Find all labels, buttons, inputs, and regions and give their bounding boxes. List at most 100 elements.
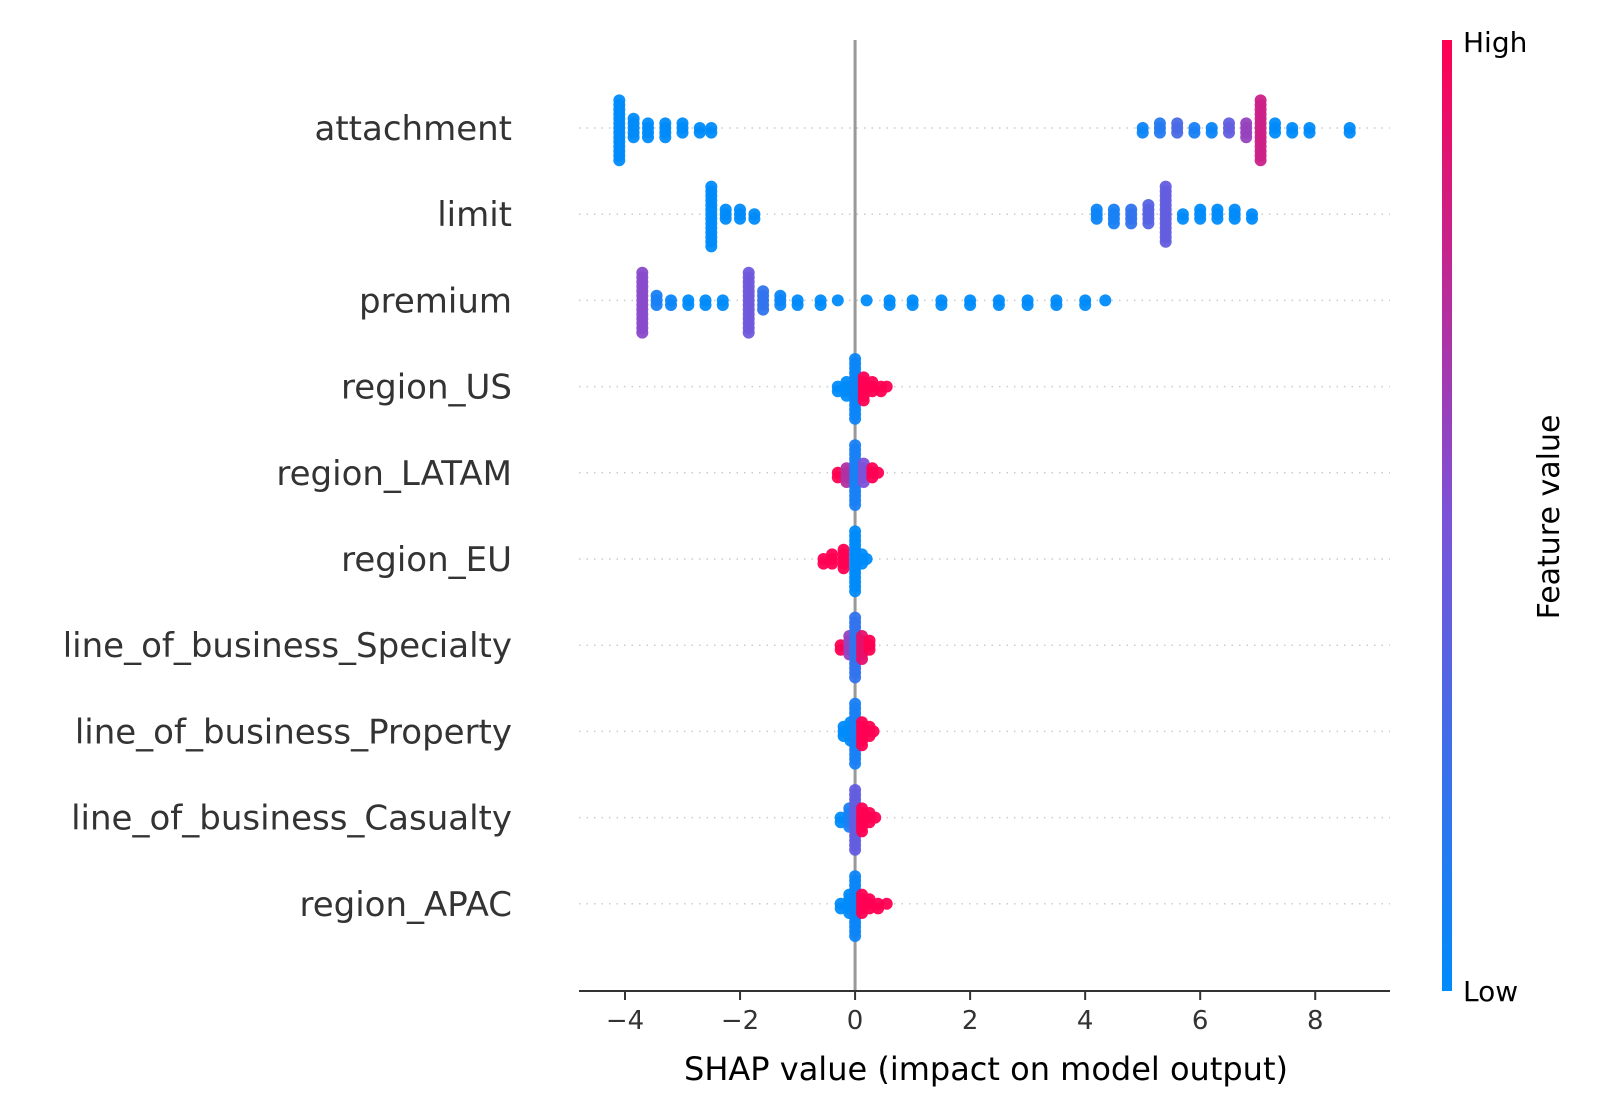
- shap-point: [860, 294, 873, 307]
- feature-label: limit: [437, 195, 512, 235]
- shap-point: [1269, 117, 1281, 130]
- shap-point: [774, 289, 787, 302]
- shap-point: [1159, 235, 1172, 248]
- shap-point: [856, 825, 868, 838]
- shap-point: [1159, 180, 1172, 193]
- shap-point: [748, 212, 761, 225]
- shap-point: [1142, 199, 1155, 211]
- shap-point: [863, 643, 876, 656]
- x-tick-label: −4: [606, 1006, 644, 1036]
- shap-point: [837, 562, 850, 575]
- shap-point: [1194, 212, 1207, 225]
- shap-point: [880, 380, 893, 393]
- shap-point: [867, 725, 880, 738]
- shap-point: [705, 126, 718, 139]
- shap-point: [1090, 212, 1103, 225]
- shap-point: [1194, 203, 1207, 216]
- shap-point: [849, 525, 862, 538]
- shap-point: [719, 212, 732, 225]
- shap-point: [849, 412, 862, 425]
- shap-point: [1021, 299, 1034, 311]
- shap-point: [734, 203, 746, 216]
- x-tick-label: 8: [1307, 1006, 1324, 1036]
- shap-point: [869, 811, 882, 824]
- shap-point: [856, 739, 868, 752]
- x-ticks: −4 −2 0 2 4 6 8: [606, 991, 1324, 1036]
- shap-point: [849, 784, 862, 796]
- shap-point: [1079, 299, 1092, 311]
- shap-point: [849, 757, 862, 770]
- shap-point: [774, 299, 787, 311]
- shap-point: [849, 611, 862, 624]
- shap-point: [682, 299, 695, 311]
- shap-point: [1223, 117, 1235, 130]
- shap-point: [1286, 126, 1299, 139]
- shap-point: [872, 466, 885, 479]
- feature-label: line_of_business_Property: [75, 712, 512, 752]
- shap-point: [883, 299, 896, 311]
- shap-point: [1171, 117, 1184, 130]
- shap-point: [814, 299, 827, 311]
- shap-point: [849, 671, 862, 684]
- shap-point: [650, 289, 663, 302]
- shap-point: [693, 126, 706, 139]
- feature-label: region_LATAM: [276, 454, 512, 494]
- shap-point: [849, 697, 862, 710]
- shap-point: [676, 117, 689, 130]
- shap-point: [857, 394, 870, 407]
- shap-point: [849, 843, 862, 856]
- shap-point: [856, 653, 868, 665]
- shap-point: [1125, 203, 1138, 216]
- feature-label: line_of_business_Specialty: [63, 626, 512, 666]
- shap-point: [1254, 94, 1267, 107]
- shap-point: [742, 266, 755, 279]
- shap-point: [826, 548, 839, 561]
- shap-point: [742, 326, 755, 339]
- x-tick-label: 6: [1192, 1006, 1209, 1036]
- shap-point: [992, 299, 1005, 311]
- shap-point: [863, 634, 876, 647]
- colorbar-gradient: [1442, 40, 1452, 991]
- shap-point: [705, 240, 718, 253]
- points-layer: [613, 94, 1356, 942]
- shap-point: [860, 553, 873, 565]
- shap-point: [1153, 126, 1166, 139]
- shap-point: [906, 299, 919, 311]
- shap-point: [849, 499, 862, 511]
- shap-point: [659, 131, 672, 144]
- shap-point: [1343, 126, 1356, 139]
- shap-point: [837, 543, 850, 556]
- shap-point: [636, 326, 649, 339]
- shap-point: [665, 299, 677, 311]
- x-tick-label: 2: [962, 1006, 979, 1036]
- shap-point: [1246, 212, 1258, 225]
- shap-point: [734, 212, 746, 225]
- colorbar: High Low Feature value: [1442, 26, 1567, 1008]
- shap-point: [880, 897, 893, 910]
- shap-point: [1188, 126, 1201, 139]
- shap-point: [1228, 212, 1241, 225]
- shap-point: [849, 870, 862, 883]
- x-axis-title: SHAP value (impact on model output): [684, 1050, 1288, 1088]
- shap-point: [676, 126, 689, 139]
- shap-point: [699, 299, 712, 311]
- shap-point: [1090, 203, 1103, 216]
- shap-point: [613, 154, 626, 167]
- shap-point: [791, 299, 804, 311]
- shap-point: [1050, 299, 1063, 311]
- shap-point: [705, 180, 718, 193]
- shap-point: [1223, 126, 1235, 139]
- shap-point: [1254, 154, 1267, 167]
- x-tick-label: −2: [721, 1006, 759, 1036]
- shap-point: [1240, 117, 1253, 130]
- colorbar-title: Feature value: [1532, 415, 1567, 620]
- shap-point: [1107, 217, 1120, 230]
- shap-point: [1240, 131, 1253, 144]
- shap-point: [826, 557, 839, 570]
- colorbar-high-label: High: [1463, 26, 1527, 59]
- shap-point: [1125, 217, 1138, 230]
- shap-point: [1136, 126, 1149, 139]
- shap-point: [1171, 126, 1184, 139]
- shap-point: [757, 285, 770, 298]
